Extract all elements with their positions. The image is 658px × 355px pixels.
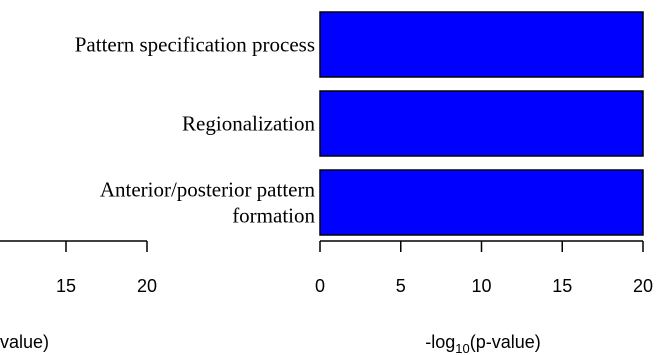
left-panel: 15 20 value) xyxy=(0,240,157,352)
left-x-tick-label-15: 15 xyxy=(56,276,76,296)
x-tick-label-10: 10 xyxy=(471,276,491,296)
right-panel: Pattern specification process Regionaliza… xyxy=(75,11,653,355)
category-label-2-1: formation xyxy=(232,204,315,228)
bar-2 xyxy=(319,169,644,236)
bar-1 xyxy=(319,90,644,157)
left-x-axis-title: value) xyxy=(0,332,49,352)
x-tick-label-0: 0 xyxy=(315,276,325,296)
category-label-2-0: Anterior/posterior pattern xyxy=(100,178,316,202)
category-label-0-0: Pattern specification process xyxy=(75,33,315,57)
left-x-tick-label-20: 20 xyxy=(137,276,157,296)
bar-0 xyxy=(319,11,644,78)
x-tick-label-5: 5 xyxy=(396,276,406,296)
right-x-ticks: 0 5 10 15 20 xyxy=(315,241,653,296)
xlabel-subscript: 10 xyxy=(455,341,469,355)
category-label-1-0: Regionalization xyxy=(182,112,315,136)
x-tick-label-20: 20 xyxy=(633,276,653,296)
xlabel-prefix: -log xyxy=(425,332,455,352)
xlabel-suffix: (p-value) xyxy=(470,332,541,352)
x-tick-label-15: 15 xyxy=(552,276,572,296)
right-x-axis-title: -log10(p-value) xyxy=(425,332,541,355)
bars-group xyxy=(319,11,644,236)
category-labels: Pattern specification process Regionaliza… xyxy=(75,33,316,228)
